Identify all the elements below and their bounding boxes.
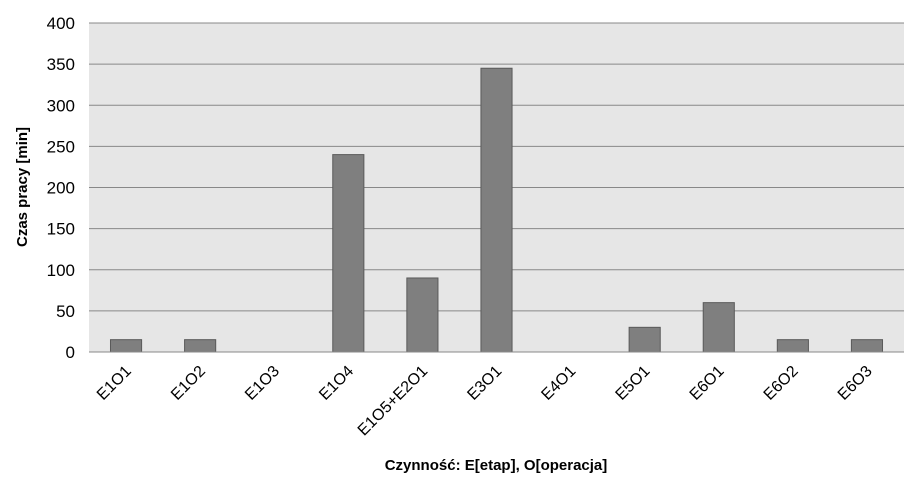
bar-e5o1 (628, 326, 661, 353)
bar-e6o2 (776, 339, 809, 353)
y-tick-label: 0 (66, 343, 75, 362)
x-tick-label: E6O3 (835, 363, 876, 404)
x-tick-label: E3O1 (464, 363, 505, 404)
y-axis-ticks: 0 50 100 150 200 250 300 350 400 (47, 14, 75, 362)
x-tick-label: E6O1 (687, 363, 728, 404)
bar-e6o1 (702, 302, 735, 353)
y-tick-label: 150 (47, 220, 75, 239)
y-tick-label: 350 (47, 55, 75, 74)
y-tick-label: 300 (47, 96, 75, 115)
y-tick-label: 200 (47, 179, 75, 198)
bar-e1o4 (332, 154, 365, 353)
y-tick-label: 50 (56, 302, 75, 321)
y-tick-label: 100 (47, 261, 75, 280)
bar-e1o2 (184, 339, 217, 353)
x-tick-label: E1O4 (316, 363, 357, 404)
bar-e1o1 (109, 339, 143, 353)
x-tick-label: E1O5+E2O1 (355, 363, 432, 440)
y-axis-title: Czas pracy [min] (14, 127, 31, 247)
x-tick-label: E4O1 (538, 363, 579, 404)
x-tick-label: E1O1 (94, 363, 135, 404)
x-tick-label: E1O2 (168, 363, 209, 404)
bar-e1o5-e2o1 (406, 277, 439, 353)
y-tick-label: 250 (47, 137, 75, 156)
bars (109, 67, 884, 353)
x-tick-label: E6O2 (761, 363, 802, 404)
bar-e3o1 (480, 67, 513, 353)
x-axis-title: Czynność: E[etap], O[operacja] (385, 457, 608, 474)
x-tick-label: E5O1 (613, 363, 654, 404)
y-tick-label: 400 (47, 14, 75, 33)
x-tick-label: E1O3 (242, 363, 283, 404)
bar-e6o3 (850, 339, 884, 353)
